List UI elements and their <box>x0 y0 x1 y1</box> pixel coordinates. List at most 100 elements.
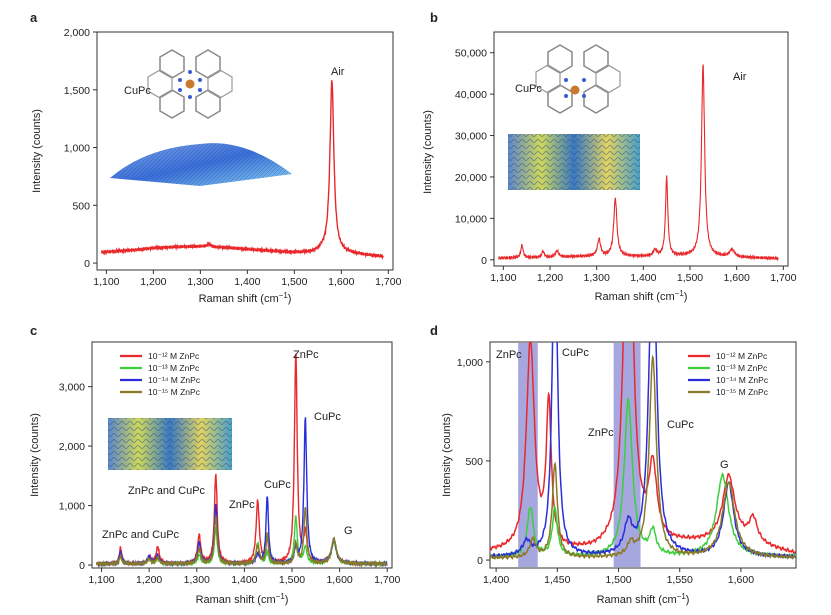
annotation-c-znpc-1: ZnPc <box>229 499 255 511</box>
annotation-d-cupc-2: CuPc <box>667 419 694 431</box>
x-tick-label-c-3: 1,400 <box>231 574 257 586</box>
x-tick-label-a-5: 1,600 <box>328 276 354 288</box>
x-tick-label-c-1: 1,200 <box>136 574 162 586</box>
y-tick-label-d-0: 0 <box>477 555 483 567</box>
panel-a: a 1,100 1,200 1,300 1,400 1,500 1,600 1,700 0 50… <box>30 10 402 305</box>
x-tick-label-a-2: 1,300 <box>187 276 213 288</box>
panel-c: c 1,100 1,200 1,300 1,400 1,500 1,600 1,70001,… <box>29 323 401 606</box>
series-group-d <box>490 342 796 560</box>
panel-label-a: a <box>30 10 38 25</box>
annotation-c-g: G <box>344 525 353 537</box>
x-tick-label-b-2: 1,300 <box>584 272 610 284</box>
legend-label-d-0: 10⁻¹² M ZnPc <box>716 351 768 361</box>
x-tick-label-a-1: 1,200 <box>140 276 166 288</box>
x-tick-label-a-0: 1,100 <box>93 276 119 288</box>
annotation-b-cupc: CuPc <box>515 83 542 95</box>
series-group-c <box>96 353 388 568</box>
x-tick-label-d-0: 1,400 <box>483 574 509 586</box>
raman-map-texture-b <box>508 134 640 190</box>
y-tick-label-b-1: 10,000 <box>455 213 487 225</box>
series-line-b-0 <box>498 64 779 262</box>
molecule-structure-a <box>147 49 233 119</box>
axis-ticks-c: 1,100 1,200 1,300 1,400 1,500 1,600 1,700 0 1,00… <box>59 382 401 586</box>
annotation-a-air: Air <box>331 66 345 78</box>
x-axis-label-a: Raman shift (cm−1) <box>199 291 292 305</box>
legend-label-c-3: 10⁻¹⁵ M ZnPc <box>148 387 201 397</box>
panel-label-d: d <box>430 323 438 338</box>
x-tick-label-b-1: 1,200 <box>537 272 563 284</box>
annotation-d-cupc-1: CuPc <box>562 347 589 359</box>
panel-label-b: b <box>430 10 438 25</box>
annotation-c-cupc-1: CuPc <box>264 479 291 491</box>
y-axis-label-c: Intensity (counts) <box>29 413 41 497</box>
x-tick-label-d-1: 1,450 <box>544 574 570 586</box>
x-tick-label-b-4: 1,500 <box>677 272 703 284</box>
panel-label-c: c <box>30 323 37 338</box>
annotation-b-air: Air <box>733 71 747 83</box>
legend-label-d-3: 10⁻¹⁵ M ZnPc <box>716 387 769 397</box>
legend-label-c-0: 10⁻¹² M ZnPc <box>148 351 200 361</box>
series-line-d-2 <box>490 342 796 559</box>
x-tick-label-d-3: 1,550 <box>667 574 693 586</box>
y-tick-label-c-0: 0 <box>79 560 85 572</box>
x-tick-label-d-2: 1,500 <box>605 574 631 586</box>
series-group-b <box>498 64 779 262</box>
y-tick-label-b-3: 30,000 <box>455 131 487 143</box>
x-tick-label-c-5: 1,600 <box>326 574 352 586</box>
x-tick-label-b-6: 1,700 <box>770 272 796 284</box>
x-tick-label-c-4: 1,500 <box>279 574 305 586</box>
highlight-band-d-1 <box>613 343 641 567</box>
x-tick-label-b-0: 1,100 <box>490 272 516 284</box>
plot-frame-a <box>96 31 394 271</box>
y-tick-label-b-4: 40,000 <box>455 89 487 101</box>
annotation-d-znpc-2: ZnPc <box>588 427 614 439</box>
legend-d: 10⁻¹² M ZnPc 10⁻¹³ M ZnPc 10⁻¹⁴ M ZnPc 10⁻¹… <box>688 351 769 397</box>
y-tick-label-d-2: 1,000 <box>457 357 483 369</box>
y-tick-label-a-2: 1,000 <box>64 143 90 155</box>
y-axis-label-b: Intensity (counts) <box>422 110 434 194</box>
x-tick-label-d-4: 1,600 <box>728 574 754 586</box>
y-tick-label-d-1: 500 <box>465 456 483 468</box>
x-tick-label-c-0: 1,100 <box>88 574 114 586</box>
axis-ticks-d: 1,400 1,450 1,500 1,550 1,600 0 500 1,000 <box>457 357 754 586</box>
x-tick-label-b-5: 1,600 <box>724 272 750 284</box>
legend-label-d-2: 10⁻¹⁴ M ZnPc <box>716 375 769 385</box>
molecule-structure-b <box>535 44 621 114</box>
legend-label-c-2: 10⁻¹⁴ M ZnPc <box>148 375 201 385</box>
annotation-d-g: G <box>720 459 729 471</box>
x-tick-label-a-4: 1,500 <box>281 276 307 288</box>
series-line-c-3 <box>96 506 388 568</box>
y-tick-label-b-0: 0 <box>481 255 487 267</box>
x-axis-label-d: Raman shift (cm−1) <box>597 592 690 606</box>
annotation-c-zinc-copper-1: ZnPc and CuPc <box>102 529 180 541</box>
surface-mesh-texture-a <box>110 143 292 186</box>
y-axis-label-a: Intensity (counts) <box>31 109 43 193</box>
y-tick-label-b-5: 50,000 <box>455 48 487 60</box>
panel-d: d 1,400 1,450 1,500 1,550 1,600 0 500 1,000 Ram… <box>430 323 797 606</box>
y-tick-label-b-2: 20,000 <box>455 172 487 184</box>
annotation-d-znpc-1: ZnPc <box>496 349 522 361</box>
annotation-c-zinc-copper-2: ZnPc and CuPc <box>128 485 206 497</box>
x-tick-label-b-3: 1,400 <box>630 272 656 284</box>
x-tick-label-c-2: 1,300 <box>184 574 210 586</box>
y-tick-label-a-3: 1,500 <box>64 85 90 97</box>
legend-label-c-1: 10⁻¹³ M ZnPc <box>148 363 200 373</box>
axis-ticks-a: 1,100 1,200 1,300 1,400 1,500 1,600 1,700 0 500 1… <box>64 27 402 288</box>
y-axis-label-d: Intensity (counts) <box>441 413 453 497</box>
axis-ticks-b: 1,100 1,200 1,300 1,400 1,500 1,600 1,700 0 10,0… <box>455 48 797 284</box>
annotation-c-cupc-2: CuPc <box>314 411 341 423</box>
raman-map-texture-c <box>108 418 232 470</box>
x-axis-label-c: Raman shift (cm−1) <box>196 592 289 606</box>
x-axis-label-b: Raman shift (cm−1) <box>595 289 688 303</box>
y-tick-label-a-1: 500 <box>72 200 90 212</box>
series-line-a-0 <box>101 80 384 261</box>
plot-frame-d <box>489 341 797 569</box>
plot-frame-c <box>91 341 393 569</box>
y-tick-label-a-4: 2,000 <box>64 27 90 39</box>
series-line-d-0 <box>490 342 796 555</box>
x-tick-label-c-6: 1,700 <box>374 574 400 586</box>
panel-b: b 1,100 1,200 1,300 1,400 1,500 1,600 1,700 0 10… <box>422 10 797 303</box>
annotation-a-cupc: CuPc <box>124 85 151 97</box>
x-tick-label-a-6: 1,700 <box>375 276 401 288</box>
